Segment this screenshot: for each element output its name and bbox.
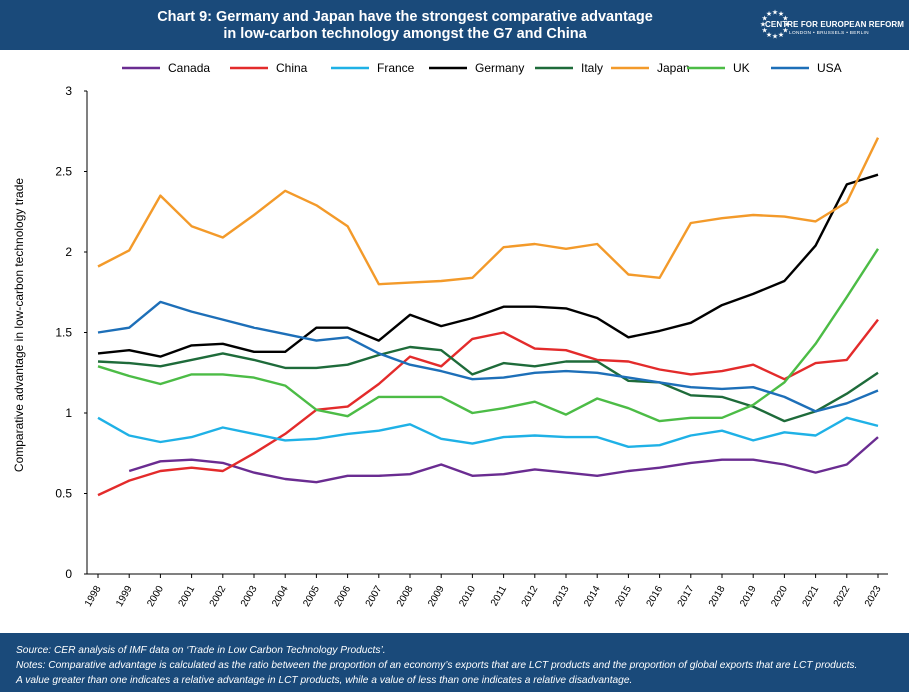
series-line-uk	[97, 248, 880, 423]
legend-label-italy: Italy	[581, 61, 603, 75]
x-tick-label: 2003	[239, 584, 260, 609]
series-line-china	[97, 318, 879, 497]
x-tick-label: 2012	[520, 584, 541, 609]
logo-star: ★	[784, 21, 790, 29]
series-line-japan	[97, 137, 880, 286]
legend-label-china: China	[276, 61, 308, 75]
x-tick-label: 2004	[270, 584, 291, 609]
x-tick-label: 2016	[645, 584, 666, 609]
series-line-italy	[97, 345, 879, 423]
series-line-france	[97, 416, 879, 448]
logo-star: ★	[761, 15, 767, 23]
logo-star: ★	[760, 21, 766, 29]
x-tick-label: 2014	[582, 584, 603, 609]
x-tick-label: 2009	[426, 584, 447, 609]
chart-title: Chart 9: Germany and Japan have the stro…	[60, 9, 750, 43]
logo-star: ★	[772, 9, 778, 17]
x-tick-label: 2022	[832, 584, 853, 609]
x-tick-label: 2011	[489, 584, 509, 609]
legend-label-usa: USA	[817, 61, 842, 75]
logo-star: ★	[782, 27, 788, 35]
series-line-germany	[97, 173, 879, 358]
x-tick-label: 2007	[364, 584, 385, 609]
x-tick-label: 2001	[177, 584, 198, 609]
x-tick-label: 2023	[863, 584, 884, 609]
x-tick-label: 2017	[676, 584, 697, 609]
logo-star: ★	[778, 10, 784, 18]
y-tick-label: 3	[65, 84, 72, 98]
y-tick-label: 1	[65, 406, 72, 420]
series-lines	[97, 137, 880, 497]
x-tick-label: 2018	[707, 584, 728, 609]
axes: 0 0.5 1 1.5 2 2.5 3 1998 1999 2000 2001 2002 2003 200…	[55, 84, 888, 609]
line-chart: Canada China France Germany Italy Japan UK USA …	[55, 61, 888, 609]
source-note: Source: CER analysis of IMF data on ‘Tra…	[16, 645, 386, 656]
chart-header: Chart 9: Germany and Japan have the stro…	[0, 0, 909, 50]
notes-line-2: A value greater than one indicates a rel…	[16, 675, 633, 686]
legend: Canada China France Germany Italy Japan UK USA	[122, 61, 842, 75]
series-line-canada	[128, 436, 879, 484]
legend-label-germany: Germany	[475, 61, 524, 75]
series-line-usa	[97, 300, 879, 413]
chart-title-line-2: in low-carbon technology amongst the G7 …	[223, 26, 587, 42]
logo-star: ★	[782, 15, 788, 23]
legend-label-canada: Canada	[168, 61, 210, 75]
x-tick-label: 2019	[738, 584, 759, 609]
x-tick-label: 2006	[333, 584, 354, 609]
y-tick-label: 0	[65, 567, 72, 581]
x-tick-label: 1998	[83, 584, 104, 609]
chart-title-line-1: Chart 9: Germany and Japan have the stro…	[157, 9, 653, 25]
x-tick-label: 2008	[395, 584, 416, 609]
logo-star: ★	[761, 27, 767, 35]
logo-text: CENTRE FOR EUROPEAN REFORM	[765, 20, 905, 29]
y-tick-label: 1.5	[55, 326, 72, 340]
logo-subtext: LONDON • BRUSSELS • BERLIN	[789, 31, 869, 36]
chart-footer: Source: CER analysis of IMF data on ‘Tra…	[0, 633, 909, 692]
logo-star: ★	[766, 10, 772, 18]
legend-label-france: France	[377, 61, 415, 75]
y-tick-label: 2	[65, 245, 72, 259]
x-tick-label: 2021	[801, 584, 822, 609]
x-tick-label: 2013	[551, 584, 572, 609]
y-tick-label: 2.5	[55, 165, 72, 179]
x-tick-label: 1999	[114, 584, 135, 609]
x-tick-label: 2005	[301, 584, 322, 609]
y-tick-label: 0.5	[55, 487, 72, 501]
legend-label-japan: Japan	[657, 61, 690, 75]
x-tick-label: 2000	[145, 584, 166, 609]
x-tick-label: 2020	[769, 584, 790, 609]
eu-stars-icon: ★★★★★★★★★ ★ ★★	[760, 9, 790, 41]
x-tick-label: 2010	[457, 584, 478, 609]
notes-line-1: Notes: Comparative advantage is calculat…	[16, 660, 858, 671]
x-tick-label: 2002	[208, 584, 229, 609]
logo-star: ★	[766, 31, 772, 39]
logo-star: ★	[778, 31, 784, 39]
legend-label-uk: UK	[733, 61, 750, 75]
cer-logo: ★ ★ ★ ★ ★ ★ ★ ★ ★ ★ ★ ★ CENTRE FOR EUROPEAN REFORM …	[755, 4, 904, 46]
logo-star: ★	[772, 33, 778, 41]
x-tick-label: 2015	[613, 584, 634, 609]
